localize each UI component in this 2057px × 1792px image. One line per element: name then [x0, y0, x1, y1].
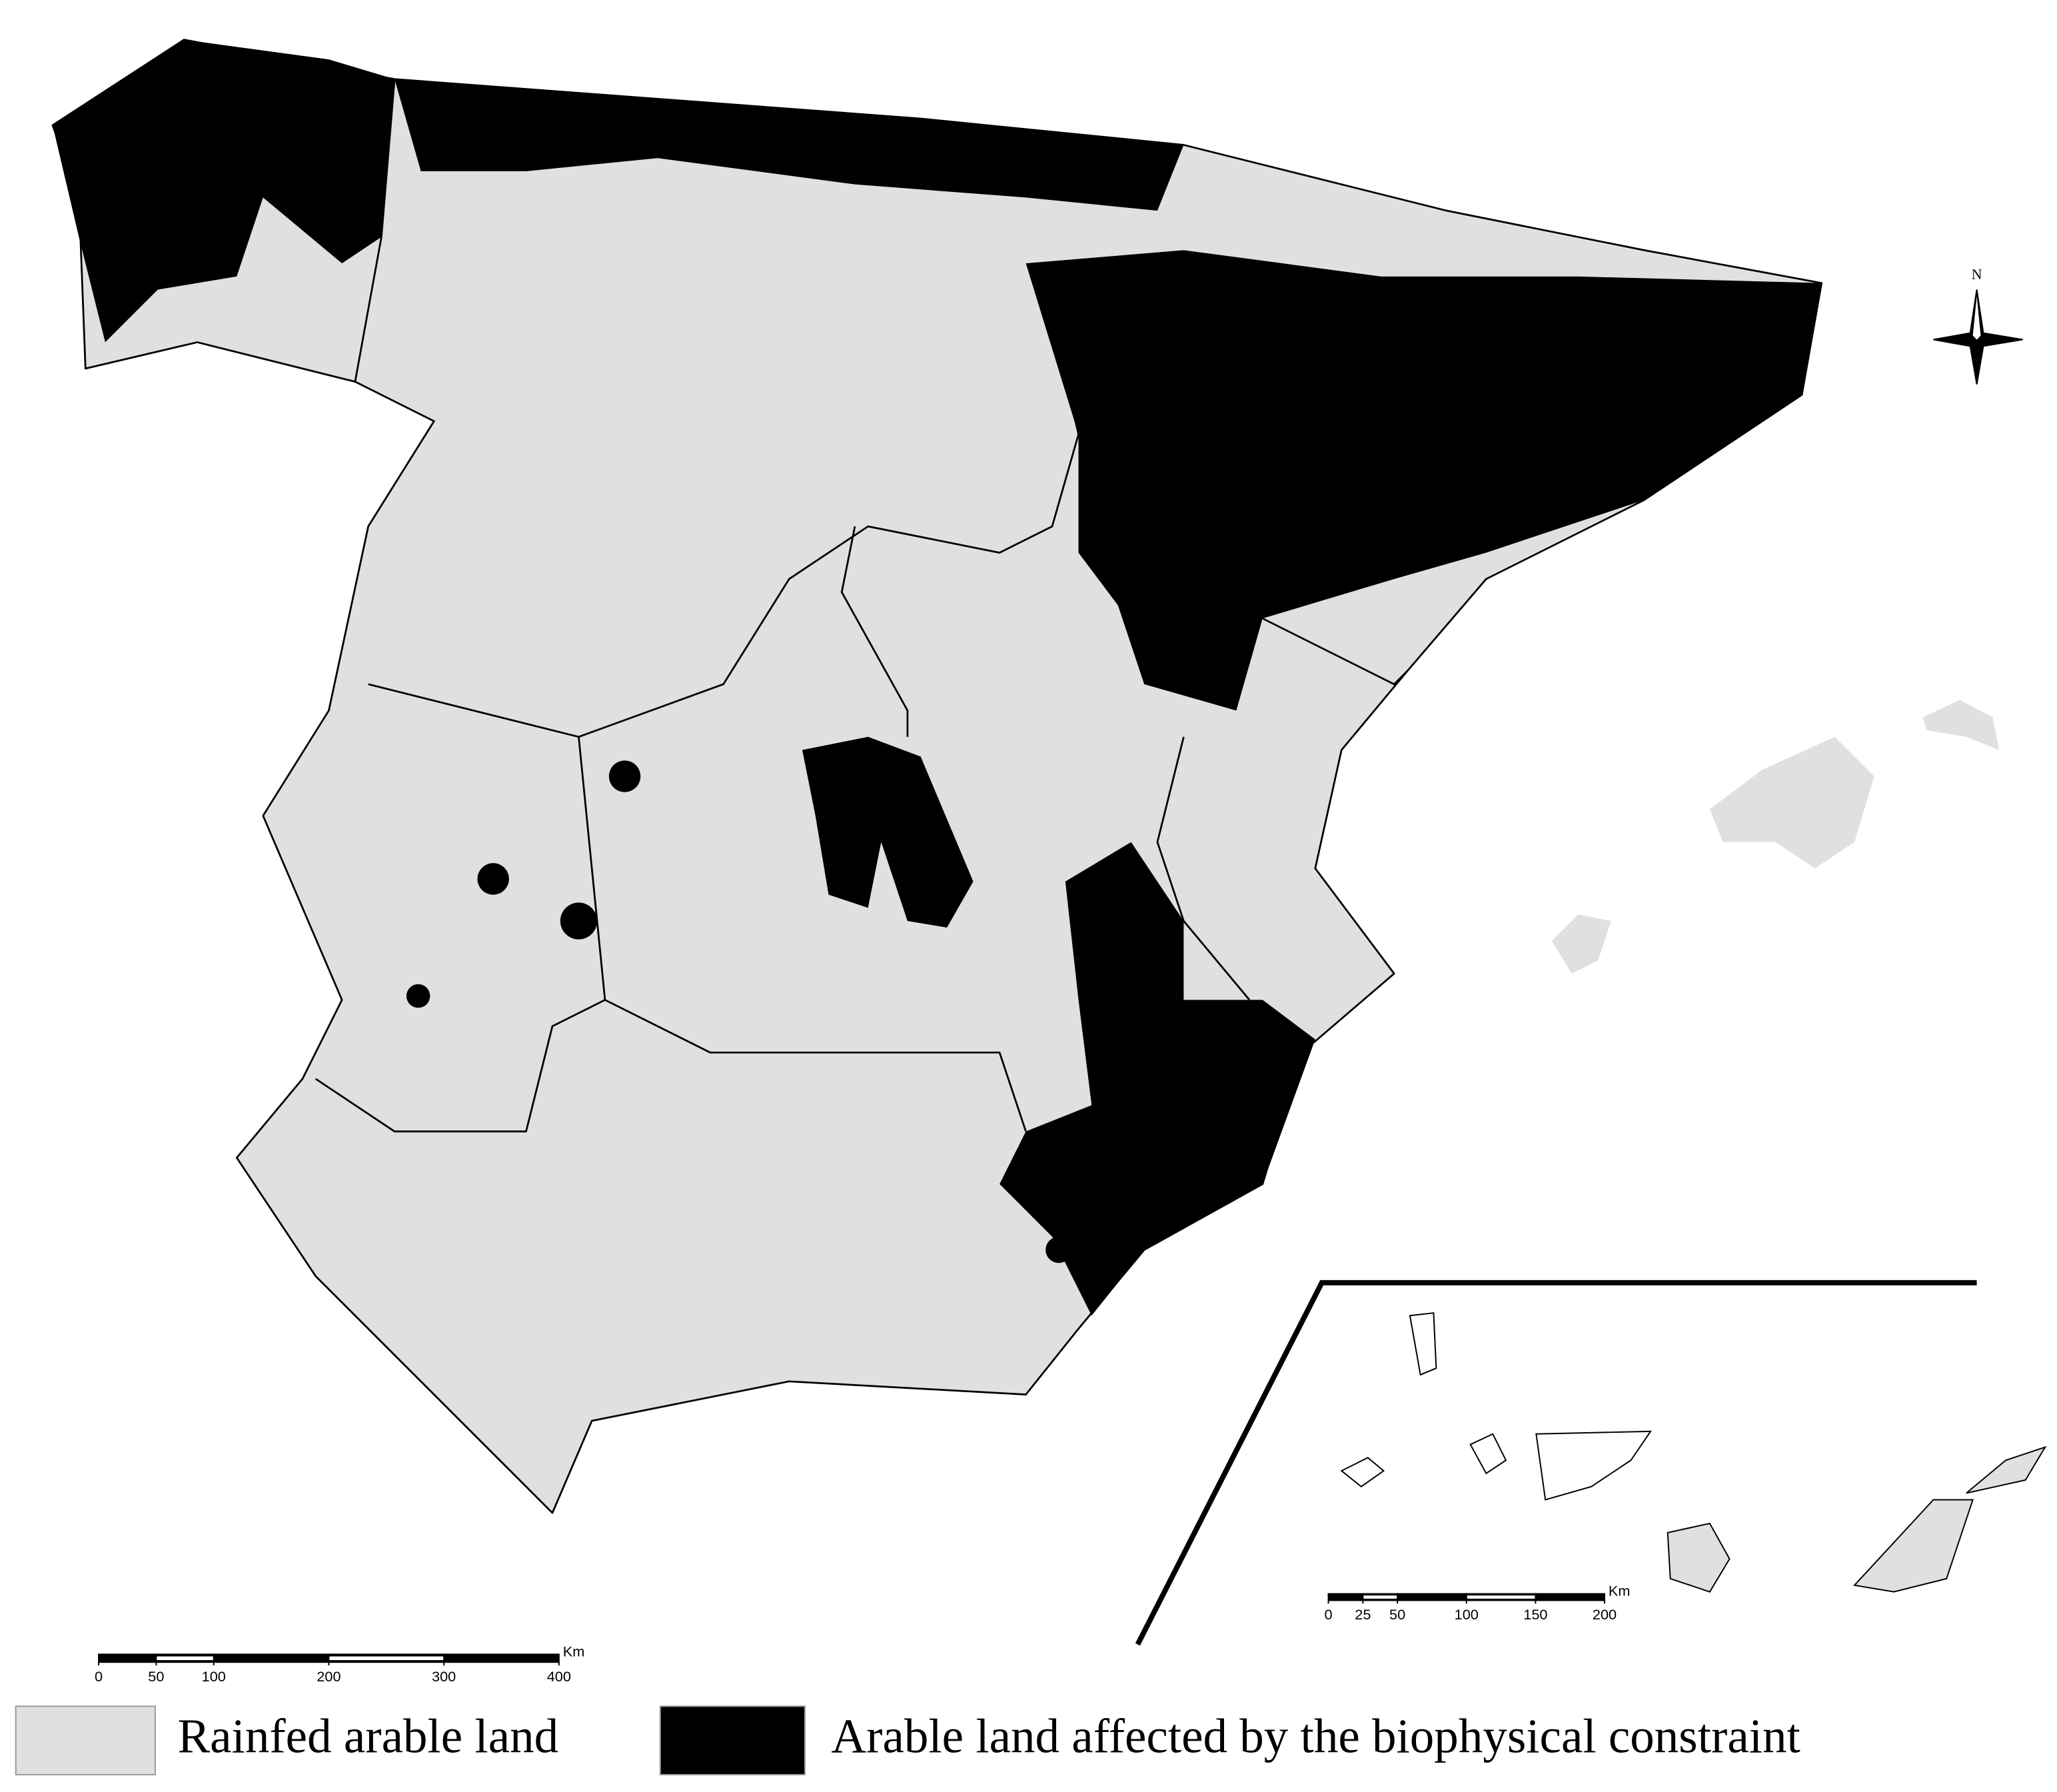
island [1535, 1430, 1652, 1501]
menorca [1922, 700, 2000, 750]
center-constraint [802, 736, 974, 928]
scale-unit: Km [1609, 1583, 1631, 1599]
region-border [315, 736, 606, 1133]
mainland [52, 39, 1822, 1513]
scale-tick-label: 100 [1455, 1606, 1479, 1623]
constraint-patch [406, 984, 430, 1008]
constraint-patch [477, 863, 509, 895]
north-coast-constraint [394, 79, 1184, 211]
scale-bar-segment [1363, 1595, 1398, 1599]
mallorca [1709, 736, 1874, 869]
scale-bar-segment [156, 1656, 214, 1661]
island [1667, 1522, 1730, 1593]
legend-swatch [659, 1705, 806, 1775]
constraint-patch [608, 760, 641, 792]
compass-label: N [1972, 267, 1982, 283]
island [1340, 1457, 1385, 1487]
inset-frame [1135, 1280, 1977, 1646]
scale-tick-label: 100 [202, 1668, 226, 1685]
ibiza [1552, 914, 1611, 974]
legend: Rainfed arable land Arable land affected … [15, 1705, 1800, 1775]
scale-tick-label: 200 [1593, 1606, 1617, 1623]
scale-bar-segment [329, 1656, 444, 1661]
constraint-patch [1045, 1236, 1072, 1264]
island [1853, 1499, 1974, 1593]
coastline [51, 39, 1823, 1514]
island [1469, 1433, 1507, 1475]
northeast-constraint [1026, 250, 1822, 711]
region-border [354, 79, 396, 382]
island [1966, 1445, 2047, 1494]
scale-tick-label: 50 [148, 1668, 164, 1685]
region-border [604, 999, 1027, 1132]
region-borders [51, 39, 1823, 1514]
legend-label: Rainfed arable land [177, 1709, 558, 1763]
legend-swatch [15, 1705, 156, 1775]
compass-star-light [1972, 296, 1981, 340]
galicia-constraint [52, 39, 395, 343]
scale-tick-label: 0 [1324, 1606, 1332, 1623]
region-border [840, 526, 909, 737]
scale-tick-label: 200 [317, 1668, 341, 1685]
scale-unit: Km [563, 1643, 585, 1659]
region-border [368, 263, 1079, 738]
constraint-patch [560, 902, 598, 940]
scale-tick-label: 25 [1355, 1606, 1371, 1623]
compass: N [1933, 267, 2023, 385]
legend-label: Arable land affected by the biophysical … [831, 1709, 1800, 1763]
scale-bar: 0 50 100 200 300 400 Km [95, 1643, 584, 1685]
scale-tick-label: 150 [1523, 1606, 1547, 1623]
land-layer [52, 39, 2000, 1513]
scale-tick-label: 0 [95, 1668, 103, 1685]
scale-bar-segment [1466, 1595, 1536, 1599]
island [1409, 1312, 1437, 1376]
region-border [1156, 736, 1251, 1001]
southeast-constraint [1000, 842, 1315, 1316]
scale-tick-label: 400 [547, 1668, 571, 1685]
scale-tick-label: 50 [1389, 1606, 1405, 1623]
inset [1135, 1280, 2047, 1646]
scale-tick-label: 300 [432, 1668, 456, 1685]
inset-scale-bar: 0 25 50 100 150 200 Km [1324, 1583, 1630, 1623]
